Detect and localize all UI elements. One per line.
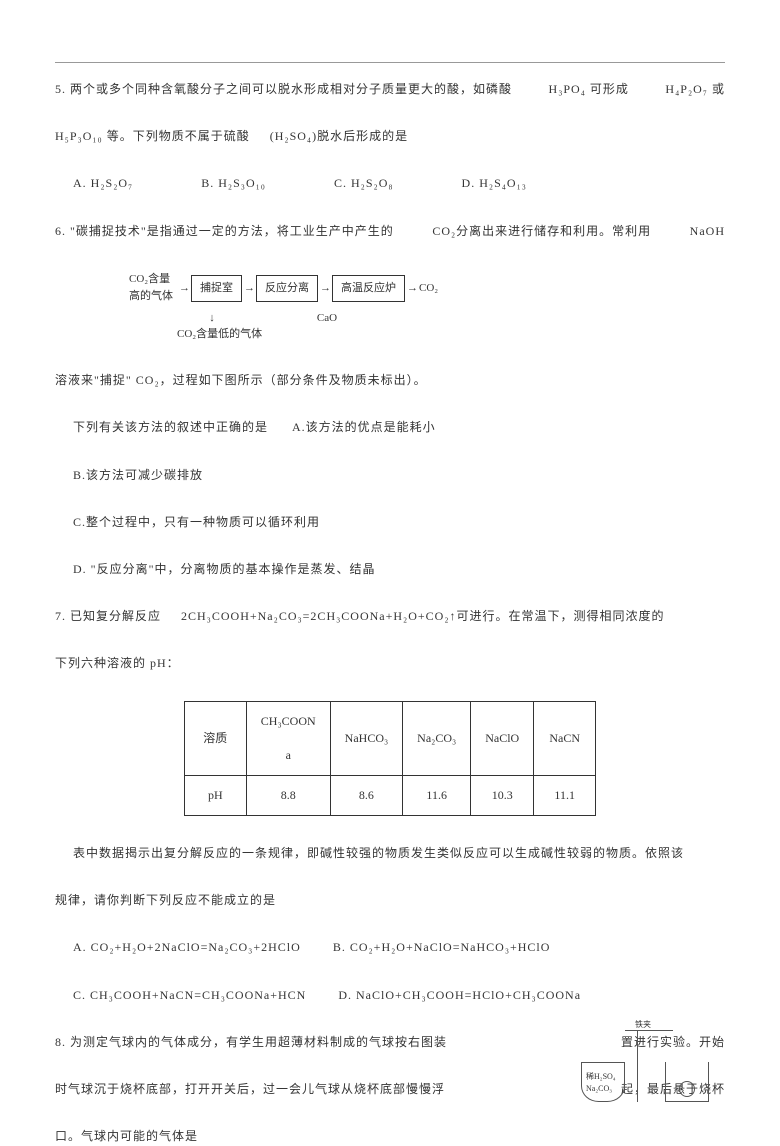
q5-text2a: H₅P₃O₁₀ 等。下列物质不属于硫酸 bbox=[55, 129, 250, 143]
q5-optB: B. H₂S₃O₁₀ bbox=[201, 174, 266, 193]
td-ph: pH bbox=[184, 775, 246, 815]
dia-in2: 高的气体 bbox=[129, 288, 173, 306]
q6-optC: C.整个过程中，只有一种物质可以循环利用 bbox=[55, 513, 725, 532]
q7-ph-table: 溶质 CH₃COON a NaHCO₃ Na₂CO₃ NaClO NaCN pH… bbox=[184, 701, 596, 816]
q6-flow-diagram: CO₂含量 高的气体 → 捕捉室 → 反应分离 → 高温反应炉 → CO₂ ↓ … bbox=[125, 269, 465, 343]
q6-optA: A.该方法的优点是能耗小 bbox=[292, 420, 436, 434]
td-v4: 10.3 bbox=[471, 775, 534, 815]
q7-optA: A. CO₂+H₂O+2NaClO=Na₂CO₃+2HClO bbox=[73, 940, 301, 954]
q5-text-c: H₄P₂O₇ 或 bbox=[665, 80, 725, 99]
q8-l1a: 8. 为测定气球内的气体成分，有学生用超薄材料制成的气球按右图装 bbox=[55, 1033, 475, 1052]
flask-label2: Na₂CO₃ bbox=[586, 1083, 612, 1096]
q7-line3: 表中数据揭示出复分解反应的一条规律，即碱性较强的物质发生类似反应可以生成碱性较弱… bbox=[55, 844, 725, 863]
q5-options: A. H₂S₂O₇ B. H₂S₃O₁₀ C. H₂S₂O₈ D. H₂S₄O₁… bbox=[55, 174, 725, 193]
q6-line1: 6. "碳捕捉技术"是指通过一定的方法，将工业生产中产生的 CO₂分离出来进行储… bbox=[55, 222, 725, 241]
td-v5: 11.1 bbox=[534, 775, 596, 815]
stand-bar bbox=[637, 1030, 638, 1102]
q8-l2a: 时气球沉于烧杯底部，打开开关后，过一会儿气球从烧杯底部慢慢浮 bbox=[55, 1080, 475, 1099]
balloon-icon bbox=[679, 1081, 695, 1097]
q5-text2b: (H₂SO₄)脱水后形成的是 bbox=[270, 129, 408, 143]
q6-line3: 下列有关该方法的叙述中正确的是 A.该方法的优点是能耗小 bbox=[55, 418, 725, 437]
q6-optB: B.该方法可减少碳排放 bbox=[55, 466, 725, 485]
arrow-icon: → bbox=[242, 280, 256, 298]
th-nacn: NaCN bbox=[534, 702, 596, 775]
h2a: CH₃COON bbox=[261, 712, 316, 731]
dia-box2: 反应分离 bbox=[256, 275, 318, 303]
q6-text-c: NaOH bbox=[690, 222, 725, 241]
q8-block: 8. 为测定气球内的气体成分，有学生用超薄材料制成的气球按右图装 置进行实验。开… bbox=[55, 1033, 725, 1146]
q8-line3: 口。气球内可能的气体是 bbox=[55, 1127, 725, 1146]
td-v2: 8.6 bbox=[330, 775, 403, 815]
h2b: a bbox=[261, 746, 316, 765]
horizontal-rule bbox=[55, 62, 725, 63]
flask-label1: 稀H₂SO₄ bbox=[586, 1071, 616, 1084]
q8-apparatus-diagram: 铁夹 稀H₂SO₄ Na₂CO₃ bbox=[575, 1028, 715, 1108]
q7-optC: C. CH₃COOH+NaCN=CH₃COONa+HCN bbox=[73, 988, 306, 1002]
q5-optA: A. H₂S₂O₇ bbox=[73, 174, 133, 193]
q6-line2: 溶液来"捕捉" CO₂，过程如下图所示（部分条件及物质未标出）。 bbox=[55, 371, 725, 390]
th-solute: 溶质 bbox=[184, 702, 246, 775]
dia-input: CO₂含量 高的气体 bbox=[125, 269, 177, 308]
arrow-icon: → bbox=[318, 280, 332, 298]
q5-optC: C. H₂S₂O₈ bbox=[334, 174, 394, 193]
q7-optD: D. NaClO+CH₃COOH=HClO+CH₃COONa bbox=[338, 988, 581, 1002]
table-row: pH 8.8 8.6 11.6 10.3 11.1 bbox=[184, 775, 595, 815]
dia-in1: CO₂含量 bbox=[129, 271, 173, 289]
q7-optB: B. CO₂+H₂O+NaClO=NaHCO₃+HClO bbox=[333, 940, 551, 954]
td-v3: 11.6 bbox=[403, 775, 471, 815]
q5-text-a: 5. 两个或多个同种含氧酸分子之间可以脱水形成相对分子质量更大的酸，如磷酸 bbox=[55, 80, 512, 99]
dia-bottom: CO₂含量低的气体 bbox=[177, 326, 262, 344]
th-naclo: NaClO bbox=[471, 702, 534, 775]
th-ch3coona: CH₃COON a bbox=[246, 702, 330, 775]
q6-text-a: 6. "碳捕捉技术"是指通过一定的方法，将工业生产中产生的 bbox=[55, 222, 394, 241]
th-na2co3: Na₂CO₃ bbox=[403, 702, 471, 775]
q5-line1: 5. 两个或多个同种含氧酸分子之间可以脱水形成相对分子质量更大的酸，如磷酸 H₃… bbox=[55, 80, 725, 99]
dia-cao: CaO bbox=[297, 310, 357, 328]
th-nahco3: NaHCO₃ bbox=[330, 702, 403, 775]
q5-optD: D. H₂S₄O₁₃ bbox=[462, 174, 527, 193]
q7-line4: 规律，请你判断下列反应不能成立的是 bbox=[55, 891, 725, 910]
q7-optsAB: A. CO₂+H₂O+2NaClO=Na₂CO₃+2HClO B. CO₂+H₂… bbox=[55, 938, 725, 957]
q7-l1a: 7. 已知复分解反应 bbox=[55, 609, 161, 623]
clamp-bar bbox=[625, 1030, 673, 1031]
q7-optsCD: C. CH₃COOH+NaCN=CH₃COONa+HCN D. NaClO+CH… bbox=[55, 986, 725, 1005]
beaker-icon bbox=[665, 1062, 709, 1102]
q7-line1: 7. 已知复分解反应 2CH₃COOH+Na₂CO₃=2CH₃COONa+H₂O… bbox=[55, 607, 725, 626]
q6-text-b: CO₂分离出来进行储存和利用。常利用 bbox=[432, 222, 651, 241]
arrow-icon: → bbox=[405, 280, 419, 298]
arrow-icon: → bbox=[177, 280, 191, 298]
q6-optD: D. "反应分离"中，分离物质的基本操作是蒸发、结晶 bbox=[55, 560, 725, 579]
q5-text-b: H₃PO₄ 可形成 bbox=[549, 80, 629, 99]
table-row: 溶质 CH₃COON a NaHCO₃ Na₂CO₃ NaClO NaCN bbox=[184, 702, 595, 775]
flask-icon: 稀H₂SO₄ Na₂CO₃ bbox=[581, 1062, 625, 1102]
q7-l1b: 2CH₃COOH+Na₂CO₃=2CH₃COONa+H₂O+CO₂↑可进行。在常… bbox=[181, 609, 665, 623]
q7-line2: 下列六种溶液的 pH： bbox=[55, 654, 725, 673]
dia-box3: 高温反应炉 bbox=[332, 275, 405, 303]
td-v1: 8.8 bbox=[246, 775, 330, 815]
dia-box1: 捕捉室 bbox=[191, 275, 242, 303]
q6-l3a: 下列有关该方法的叙述中正确的是 bbox=[73, 420, 268, 434]
dia-out: CO₂ bbox=[419, 280, 438, 298]
q5-line2: H₅P₃O₁₀ 等。下列物质不属于硫酸 (H₂SO₄)脱水后形成的是 bbox=[55, 127, 725, 146]
